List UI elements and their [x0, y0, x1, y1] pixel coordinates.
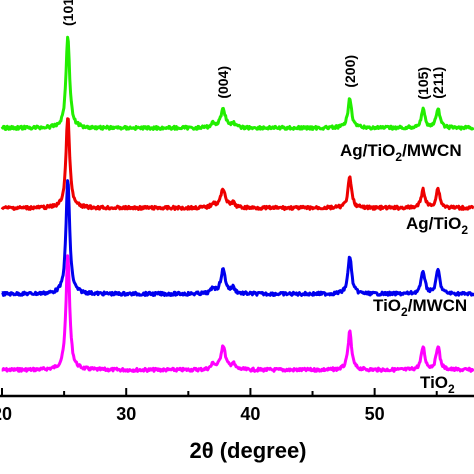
series-label-main: Ag/TiO — [406, 214, 461, 233]
series-label-1: TiO2 — [420, 373, 455, 396]
x-tick-label-3: 50 — [365, 404, 385, 424]
peak-labels: (101) (004) (200) (105)(211) — [60, 0, 446, 100]
series-layer — [0, 35, 474, 373]
series-label-main: TiO — [420, 373, 448, 392]
peak-label-2: (004) — [215, 66, 231, 99]
series-label-sub: 2 — [395, 150, 402, 164]
x-axis: 20 30 40 50 — [0, 388, 474, 424]
series-line-3 — [0, 117, 474, 211]
series-label-main: TiO — [373, 296, 401, 315]
series-label-main: Ag/TiO — [340, 141, 395, 160]
series-label-sub: 2 — [461, 223, 468, 237]
series-label-tail: /MWCN — [408, 296, 467, 315]
series-label-2: TiO2/MWCN — [373, 296, 467, 319]
peak-label-4: (200) — [342, 55, 358, 88]
series-label-sub: 2 — [448, 382, 455, 396]
x-tick-label-0: 20 — [0, 404, 12, 424]
series-line-2 — [1, 179, 474, 297]
series-label-tail: /MWCN — [402, 141, 461, 160]
peak-label-6: (211) — [430, 67, 446, 99]
peak-label-0: (101) — [60, 0, 76, 26]
x-axis-title: 2θ (degree) — [189, 438, 306, 463]
series-line-1 — [1, 254, 474, 373]
series-label-sub: 2 — [401, 305, 408, 319]
series-line-4 — [0, 35, 474, 131]
peak-label-5: (105) — [415, 67, 431, 100]
series-label-3: Ag/TiO2 — [406, 214, 468, 237]
series-label-4: Ag/TiO2/MWCN — [340, 141, 462, 164]
x-tick-label-2: 40 — [240, 404, 260, 424]
x-tick-label-1: 30 — [116, 404, 136, 424]
